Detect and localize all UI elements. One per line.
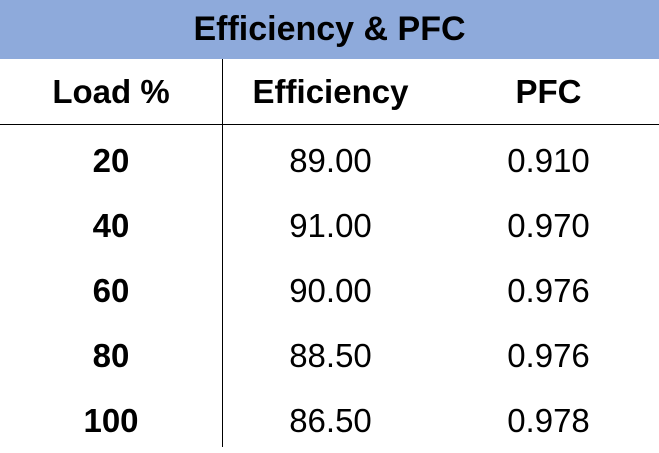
table-row: 80 88.50 0.976 [0, 323, 659, 388]
column-header-pfc: PFC [515, 73, 582, 110]
pfc-cell: 0.910 [507, 141, 590, 179]
table-title: Efficiency & PFC [0, 0, 659, 59]
load-cell: 40 [92, 206, 130, 244]
efficiency-cell: 88.50 [289, 336, 372, 374]
efficiency-cell: 89.00 [289, 141, 372, 179]
pfc-cell: 0.970 [507, 206, 590, 244]
pfc-cell: 0.978 [507, 401, 590, 439]
load-cell: 20 [92, 141, 130, 179]
efficiency-cell: 91.00 [289, 206, 372, 244]
efficiency-cell: 90.00 [289, 271, 372, 309]
table-row: 60 90.00 0.976 [0, 258, 659, 323]
column-divider [222, 59, 223, 447]
load-cell: 60 [92, 271, 130, 309]
table-row: 100 86.50 0.978 [0, 388, 659, 453]
pfc-cell: 0.976 [507, 336, 590, 374]
header-row: Load % Efficiency PFC [0, 59, 659, 125]
column-header-efficiency: Efficiency [252, 73, 409, 110]
table-row: 40 91.00 0.970 [0, 193, 659, 258]
efficiency-cell: 86.50 [289, 401, 372, 439]
load-cell: 100 [83, 401, 139, 439]
load-cell: 80 [92, 336, 130, 374]
pfc-cell: 0.976 [507, 271, 590, 309]
table-row: 20 89.00 0.910 [0, 128, 659, 193]
column-header-load: Load % [52, 73, 170, 110]
